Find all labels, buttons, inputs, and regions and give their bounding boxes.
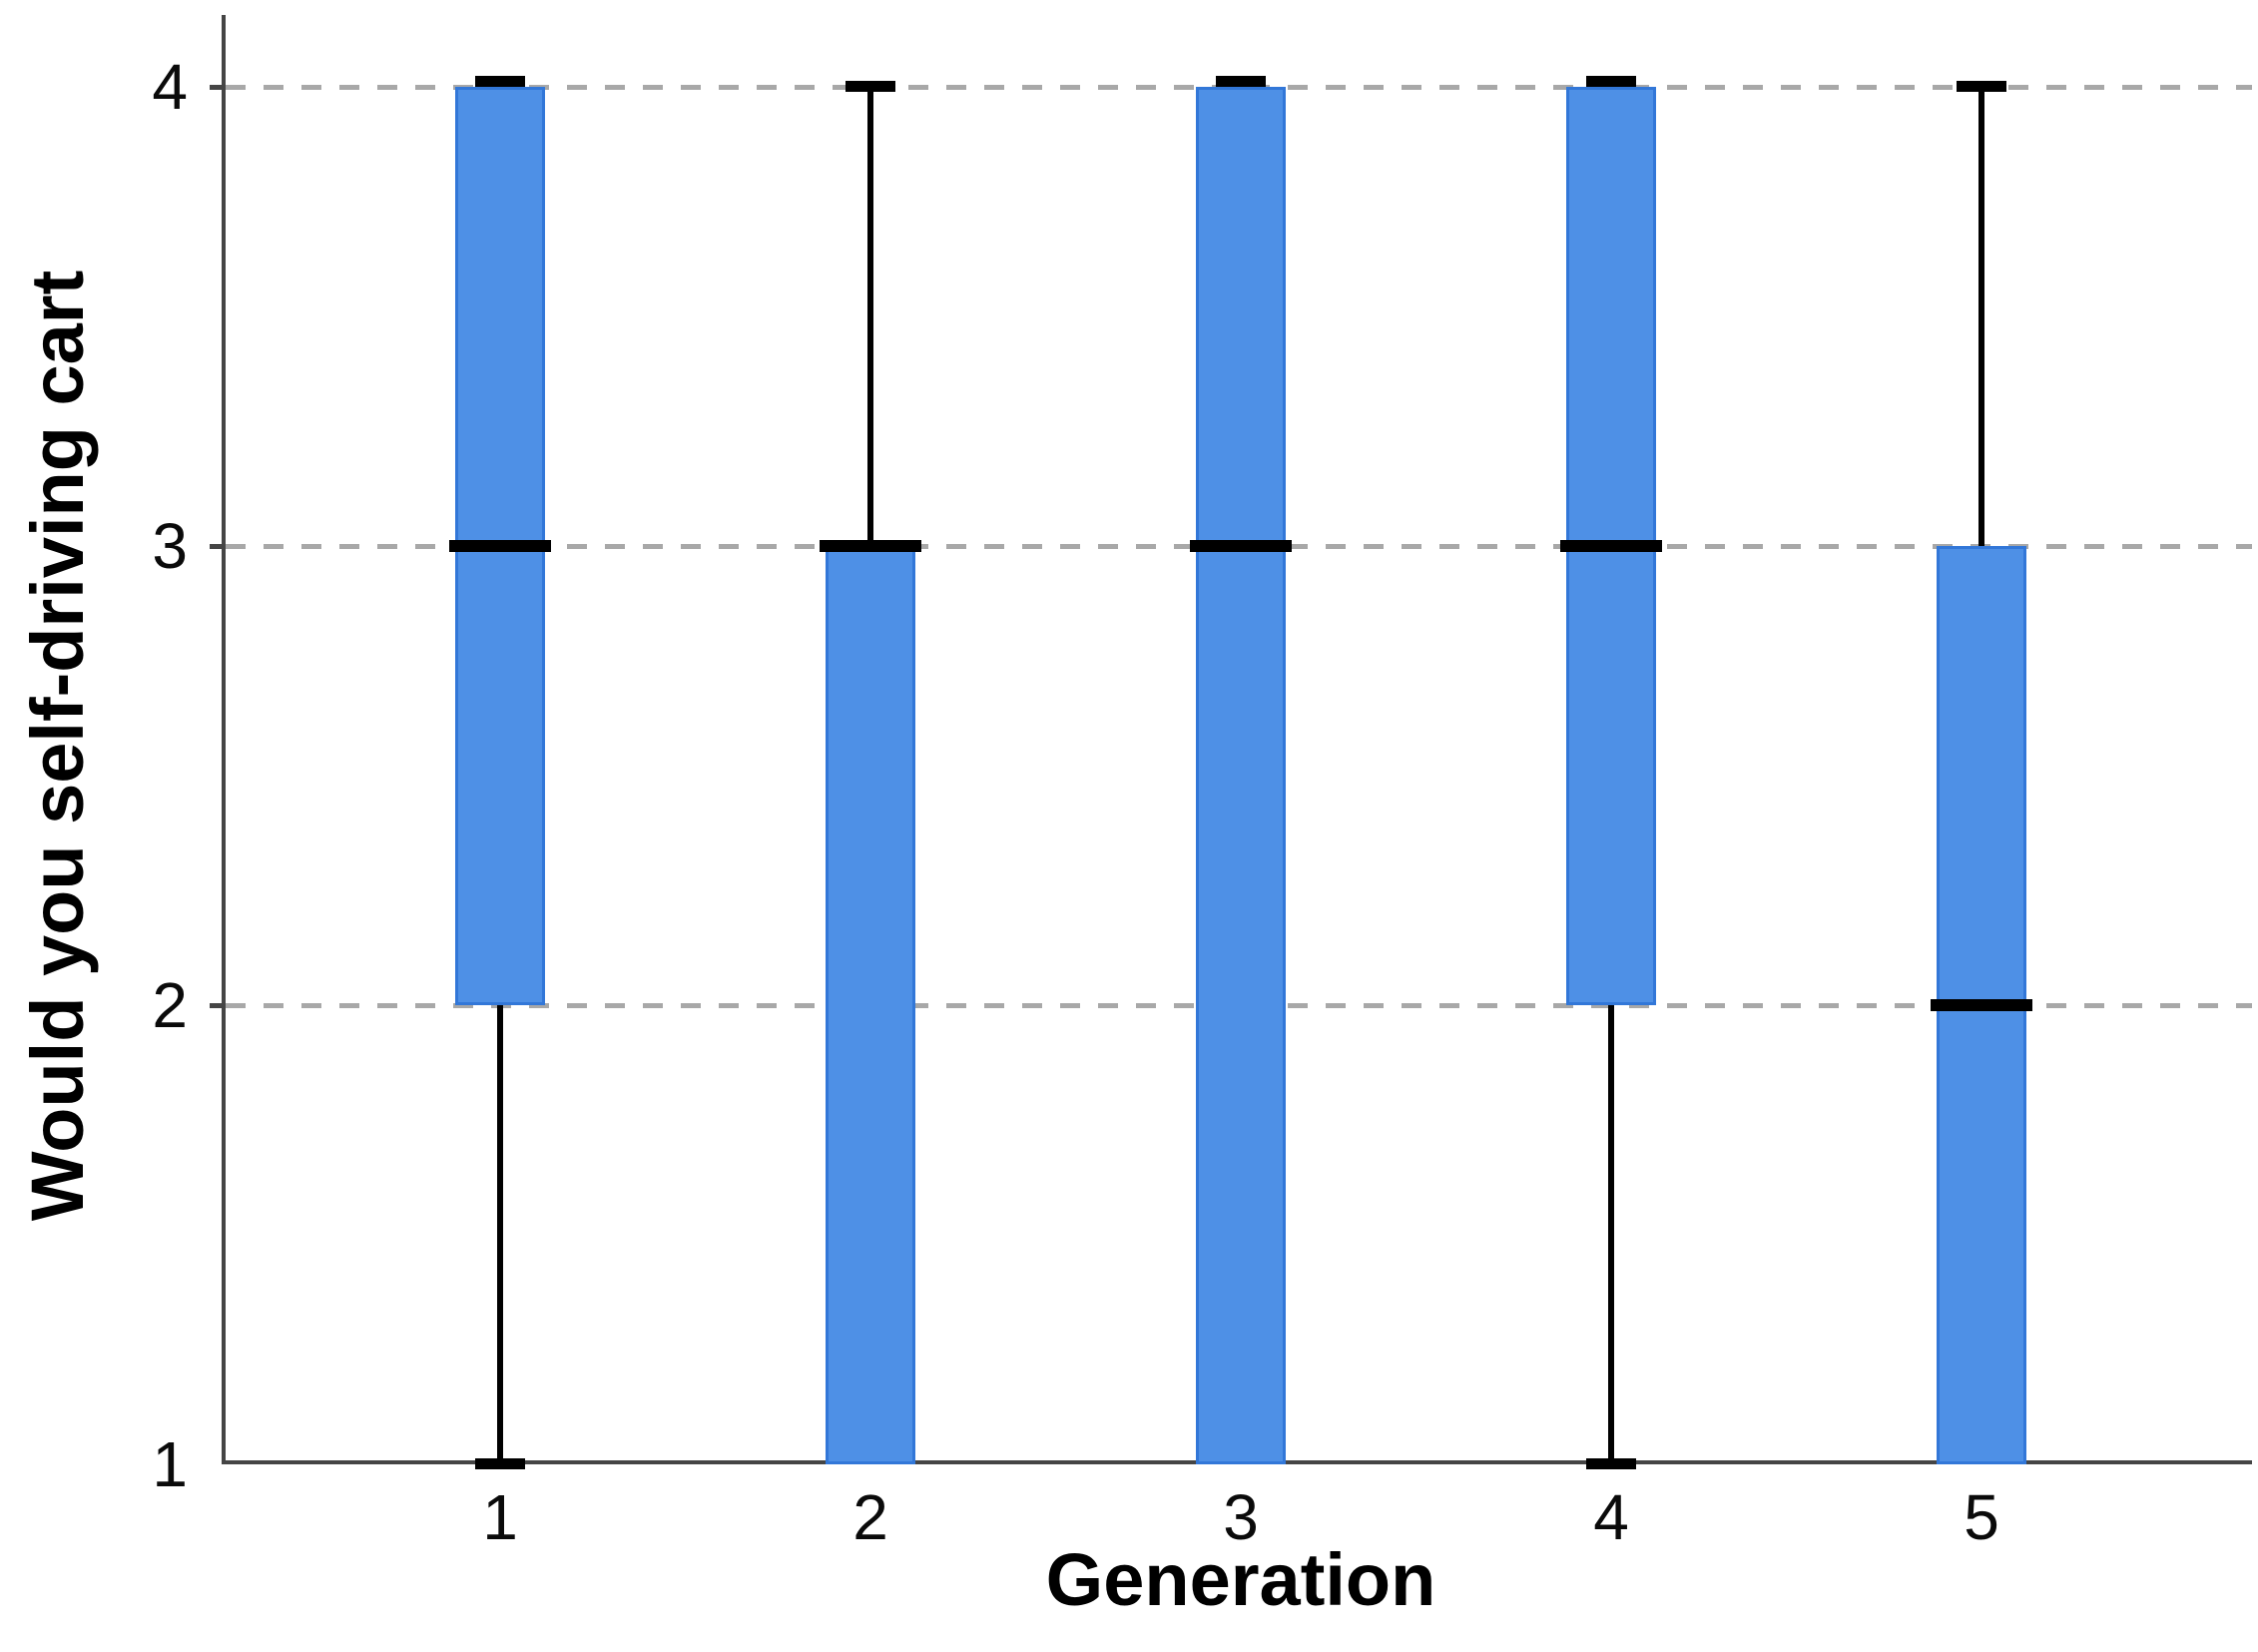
- whisker-upper-cap: [846, 81, 895, 92]
- median-line-gen-3: [1190, 540, 1292, 552]
- y-axis-tick-mark: [210, 544, 226, 549]
- y-axis-tick-mark: [210, 1003, 226, 1008]
- x-tick-label-4: 4: [1593, 1481, 1629, 1553]
- x-axis-title: Generation: [1045, 1538, 1436, 1621]
- whisker-upper-stem: [867, 87, 873, 546]
- whisker-upper-cap: [1216, 76, 1266, 87]
- x-tick-label-5: 5: [1964, 1481, 1999, 1553]
- whisker-lower-cap: [475, 1458, 525, 1469]
- y-tick-label-4: 4: [152, 51, 188, 123]
- whisker-lower-cap: [1586, 1458, 1636, 1469]
- whisker-lower-stem: [497, 1005, 503, 1464]
- x-tick-label-2: 2: [852, 1481, 888, 1553]
- x-tick-label-1: 1: [482, 1481, 518, 1553]
- median-line-gen-2: [820, 540, 921, 552]
- x-tick-label-3: 3: [1223, 1481, 1259, 1553]
- whisker-upper-cap: [1586, 76, 1636, 87]
- whisker-lower-stem: [1608, 1005, 1614, 1464]
- plot-area: [210, 15, 2252, 1469]
- y-tick-label-1: 1: [152, 1428, 188, 1500]
- whisker-upper-stem: [1978, 87, 1984, 546]
- y-axis-tick-labels: 4 3 2 1: [0, 15, 204, 1500]
- median-line-gen-4: [1560, 540, 1662, 552]
- whisker-upper-cap: [1957, 81, 2006, 92]
- y-tick-label-3: 3: [152, 510, 188, 582]
- median-line-gen-1: [449, 540, 551, 552]
- x-axis-tick-labels: 1 2 3 4 5: [226, 1468, 2256, 1560]
- whisker-upper-cap: [475, 76, 525, 87]
- box-gen-2: [826, 546, 915, 1464]
- y-axis-tick-mark: [210, 85, 226, 90]
- median-line-gen-5: [1931, 999, 2032, 1011]
- box-gen-3: [1196, 87, 1286, 1464]
- y-tick-label-2: 2: [152, 969, 188, 1041]
